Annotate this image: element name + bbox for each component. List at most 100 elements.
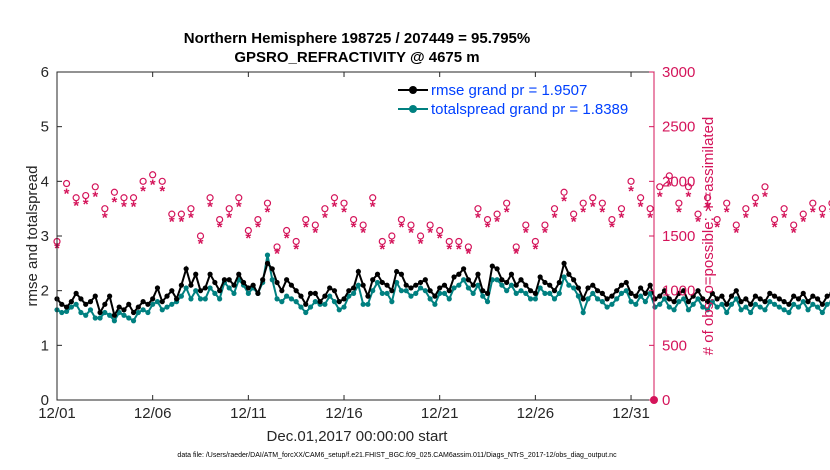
rmse-point [264,260,271,266]
totalspread-point [107,312,113,318]
totalspread-point [594,296,601,302]
rmse-point [743,296,749,302]
totalspread-point [614,296,620,302]
rmse-point [317,299,323,305]
totalspread-point [78,309,84,316]
y-axis-left-label: rmse and totalspread [24,166,41,307]
rmse-point [781,299,787,305]
rmse-point [288,282,294,288]
y-left-tick-label: 0 [41,392,49,409]
obs-assimilated-point: * [609,219,615,236]
data-file-footer: data file: /Users/raeder/DAI/ATM_forcXX/… [177,452,617,459]
totalspread-point [508,282,515,288]
rmse-point [441,282,448,288]
totalspread-point [264,252,271,258]
rmse-point [250,282,256,288]
obs-assimilated-point: * [83,196,89,213]
rmse-point [609,293,615,299]
rmse-point [417,279,424,286]
obs-assimilated-point: * [293,241,299,258]
rmse-point [207,271,213,277]
totalspread-point [432,301,438,307]
rmse-point [350,285,357,291]
obs-assimilated-point: * [379,241,385,258]
rmse-point [518,277,524,283]
totalspread-point [609,301,615,307]
totalspread-point [714,304,720,310]
totalspread-point [781,307,787,313]
rmse-point [594,288,601,294]
y-left-tick-label: 6 [41,64,49,81]
obs-possible-point [369,194,377,202]
totalspread-point [231,290,237,296]
legend-spread-marker [409,105,417,113]
rmse-point [159,299,165,305]
obs-possible-point [684,183,693,191]
rmse-point [255,290,261,296]
totalspread-point [126,315,132,321]
obs-possible-point [177,210,185,218]
rmse-point [527,288,534,294]
y-left-tick-label: 4 [41,173,49,190]
rmse-point [427,288,433,294]
totalspread-point [446,296,452,302]
y-right-tick-label: 2500 [662,119,695,136]
totalspread-point [207,285,213,291]
rmse-point [279,288,285,294]
obs-possible-point [82,191,90,200]
obs-possible-point [637,194,645,202]
obs-assimilated-point: * [111,194,117,211]
obs-assimilated-point: * [762,189,768,206]
rmse-point [800,290,806,296]
totalspread-point [465,285,471,291]
obs-assimilated-point: * [456,241,462,258]
y-left-tick-label: 1 [41,337,49,354]
rmse-point [786,301,792,307]
rmse-point [432,293,438,299]
totalspread-point [193,288,199,294]
rmse-point [599,290,605,296]
totalspread-point [374,279,381,286]
x-tick-label: 12/21 [421,405,459,422]
rmse-point [623,279,629,286]
rmse-point [566,271,572,277]
obs-possible-point [168,210,176,218]
totalspread-point [178,293,184,299]
rmse-point [269,266,275,272]
y-right-tick-label: 3000 [662,64,695,81]
obs-assimilated-point: * [73,197,79,214]
rmse-point [87,299,94,305]
rmse-point [575,285,582,291]
plot-area [57,72,654,400]
obs-assimilated-point: * [619,209,625,226]
totalspread-point [370,288,376,294]
obs-assimilated-point: * [236,198,242,215]
totalspread-point [681,296,687,302]
rmse-point [475,271,481,277]
totalspread-point [341,304,347,310]
totalspread-point [743,304,749,310]
obs-assimilated-point: * [92,189,98,206]
rmse-point [604,296,610,302]
obs-assimilated-point: * [781,209,787,226]
totalspread-point [599,299,605,305]
obs-assimilated-point: * [532,241,538,258]
obs-possible-point [770,216,779,224]
rmse-point [121,307,127,313]
rmse-point [771,293,778,299]
obs-possible-point [579,199,587,207]
totalspread-point [657,301,663,307]
obs-assimilated-point: * [169,214,175,231]
totalspread-point [709,299,715,305]
totalspread-point [724,309,730,316]
totalspread-point [690,301,696,307]
y-left-tick-label: 3 [41,228,49,245]
rmse-point [700,296,706,302]
totalspread-point [795,304,802,310]
obs-possible-point [340,199,348,207]
obs-assimilated-point: * [580,204,586,221]
rmse-spread-layer [54,252,830,324]
rmse-point [327,285,333,291]
totalspread-point [819,309,825,316]
x-tick-label: 12/01 [38,405,76,422]
